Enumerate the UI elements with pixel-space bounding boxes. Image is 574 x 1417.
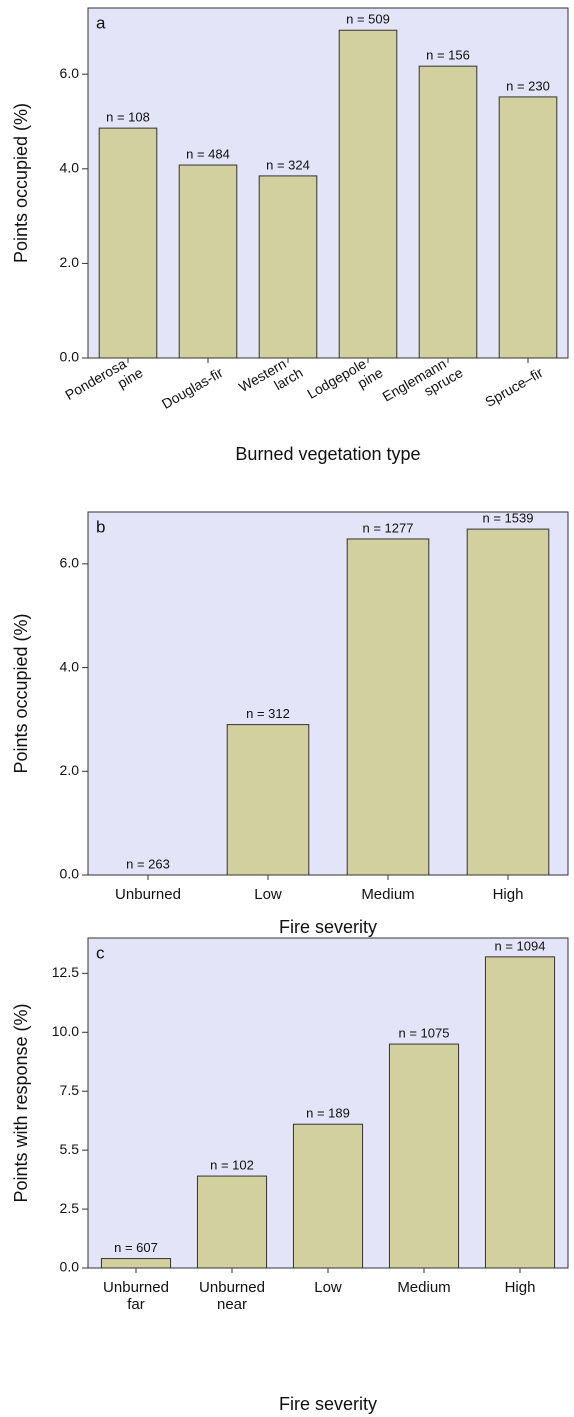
x-tick-label: High [493, 886, 524, 903]
bar-annotation: n = 230 [506, 78, 550, 93]
x-tick-line: Low [254, 886, 282, 903]
y-axis-label: Points with response (%) [11, 1003, 31, 1202]
x-tick-label: Spruce–fir [482, 364, 546, 410]
bar [466, 528, 550, 876]
x-tick-line: near [217, 1296, 247, 1313]
panel-label: c [96, 943, 105, 962]
y-tick-label: 6.0 [60, 65, 80, 81]
y-tick-label: 2.0 [60, 254, 80, 270]
bar [292, 1123, 364, 1269]
x-tick-label: Douglas-fir [159, 364, 226, 412]
bar [388, 1043, 460, 1269]
x-axis-label: Fire severity [279, 1394, 377, 1414]
bar-annotation: n = 312 [246, 706, 290, 721]
x-tick-line: Unburned [115, 886, 181, 903]
x-tick-label: Unburned near [199, 1279, 265, 1313]
x-tick-line: Spruce–fir [482, 364, 546, 410]
x-axis-label: Burned vegetation type [235, 444, 420, 464]
x-tick-label: Medium [361, 886, 414, 903]
x-tick-line: Douglas-fir [159, 364, 226, 412]
bar [418, 65, 478, 359]
y-tick-label: 2.5 [60, 1200, 80, 1216]
x-tick-line: High [505, 1279, 536, 1296]
x-tick-label: High [505, 1279, 536, 1296]
bar-annotation: n = 108 [106, 110, 150, 125]
bar [338, 29, 398, 359]
y-tick-label: 0.0 [60, 349, 80, 365]
y-tick-label: 5.5 [60, 1141, 80, 1157]
y-tick-label: 4.0 [60, 160, 80, 176]
x-tick-label: Lodgepolepine [304, 350, 385, 416]
bar [484, 956, 556, 1269]
bar [196, 1175, 268, 1269]
bar-annotation: n = 1094 [495, 938, 546, 953]
x-tick-label: Low [314, 1279, 342, 1296]
bar-annotation: n = 509 [346, 12, 390, 27]
x-tick-line: Unburned [199, 1279, 265, 1296]
panel-label: a [96, 13, 106, 32]
bar-annotation: n = 484 [186, 146, 230, 161]
bar [98, 127, 158, 359]
y-tick-label: 4.0 [60, 658, 80, 674]
x-tick-line: far [127, 1296, 145, 1313]
bar-annotation: n = 102 [210, 1158, 254, 1173]
bar-annotation: n = 263 [126, 856, 170, 871]
bar-annotation: n = 1075 [399, 1026, 450, 1041]
bar [346, 538, 430, 876]
bar [226, 724, 310, 876]
bar-annotation: n = 607 [114, 1240, 158, 1255]
x-tick-label: Englemannspruce [379, 350, 465, 418]
x-tick-label: Unburned [115, 886, 181, 903]
bar [258, 175, 318, 359]
x-axis-label: Fire severity [279, 917, 377, 937]
x-tick-label: Medium [397, 1279, 450, 1296]
y-axis-label: Points occupied (%) [11, 613, 31, 773]
panel-label: b [96, 517, 105, 536]
bar-annotation: n = 189 [306, 1106, 350, 1121]
y-tick-label: 2.0 [60, 762, 80, 778]
x-tick-line: Medium [361, 886, 414, 903]
x-tick-line: Unburned [103, 1279, 169, 1296]
y-axis-label: Points occupied (%) [11, 103, 31, 263]
x-tick-label: Low [254, 886, 282, 903]
bar [498, 96, 558, 359]
bar-annotation: n = 1277 [363, 520, 414, 535]
bar [100, 1258, 172, 1269]
y-tick-label: 7.5 [60, 1082, 80, 1098]
x-tick-line: Low [314, 1279, 342, 1296]
y-tick-label: 0.0 [60, 1259, 80, 1275]
x-tick-line: Medium [397, 1279, 450, 1296]
x-tick-label: Unburned far [103, 1279, 169, 1313]
plot-area [87, 7, 569, 359]
bar-annotation: n = 324 [266, 157, 310, 172]
x-tick-label: Westernlarch [236, 350, 306, 409]
x-tick-line: High [493, 886, 524, 903]
y-tick-label: 12.5 [52, 964, 79, 980]
bar-annotation: n = 156 [426, 48, 470, 63]
bar [178, 164, 238, 359]
y-tick-label: 0.0 [60, 866, 80, 882]
y-tick-label: 10.0 [52, 1023, 79, 1039]
bar-annotation: n = 1539 [483, 511, 534, 526]
y-tick-label: 6.0 [60, 555, 80, 571]
